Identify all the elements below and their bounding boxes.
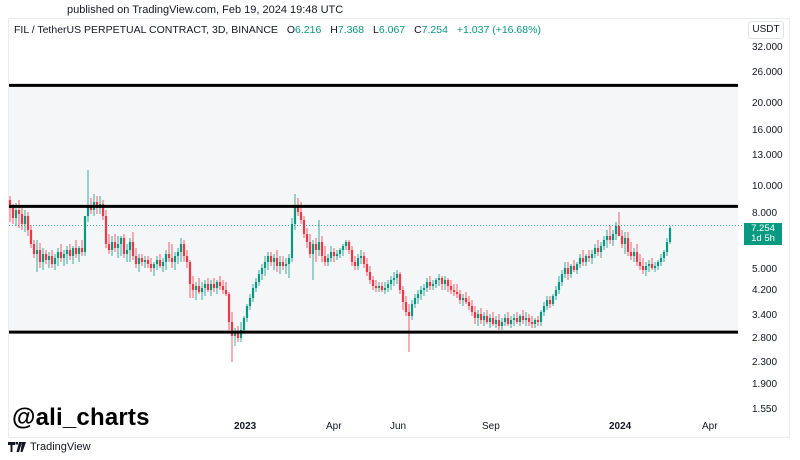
time-tick: Sep <box>482 421 500 432</box>
price-tick: 2.300 <box>752 356 778 368</box>
open-label: O <box>286 24 296 36</box>
change-value: +1.037 (+16.68%) <box>456 24 541 36</box>
tradingview-logo-icon <box>8 442 26 452</box>
currency-button[interactable]: USDT <box>748 21 784 39</box>
time-tick: Apr <box>326 421 342 432</box>
price-tick: 20.000 <box>752 98 783 110</box>
symbol-legend: FIL / TetherUS PERPETUAL CONTRACT, 3D, B… <box>14 24 541 36</box>
last-price-label: 7.254 1d 5h <box>744 223 782 245</box>
price-tick: 8.000 <box>752 207 778 219</box>
published-note: published on TradingView.com, Feb 19, 20… <box>67 4 344 16</box>
symbol-title: FIL / TetherUS PERPETUAL CONTRACT, 3D, B… <box>14 24 278 36</box>
price-tick: 5.000 <box>752 263 778 275</box>
close-label: C <box>414 24 422 36</box>
high-value: 7.368 <box>337 24 365 36</box>
time-tick: Jun <box>390 421 407 432</box>
price-tick: 1.550 <box>752 403 778 415</box>
price-tick: 4.200 <box>752 284 778 296</box>
price-tick: 26.000 <box>752 66 783 78</box>
low-label: L <box>373 24 379 36</box>
close-value: 7.254 <box>421 24 448 36</box>
price-tick: 2.800 <box>752 333 778 345</box>
time-tick: 2023 <box>234 421 257 432</box>
range-fill <box>9 85 738 333</box>
brand-name: TradingView <box>30 441 91 453</box>
price-tick: 32.000 <box>752 42 783 53</box>
price-tick: 1.900 <box>752 379 778 391</box>
candles <box>8 170 672 362</box>
low-value: 6.067 <box>378 24 406 36</box>
time-tick: Apr <box>702 421 718 432</box>
open-value: 6.216 <box>295 24 322 36</box>
last-price-value: 7.254 <box>751 223 775 234</box>
bar-countdown: 1d 5h <box>751 233 775 244</box>
price-tick: 3.400 <box>752 309 778 321</box>
price-tick: 16.000 <box>752 124 783 136</box>
horizontal-levels[interactable] <box>9 83 738 334</box>
high-label: H <box>330 24 338 36</box>
tradingview-brand[interactable]: TradingView <box>8 441 91 453</box>
price-tick: 10.000 <box>752 180 783 192</box>
price-tick: 13.000 <box>752 149 783 161</box>
author-watermark: @ali_charts <box>12 404 150 431</box>
time-tick: 2024 <box>609 421 632 432</box>
